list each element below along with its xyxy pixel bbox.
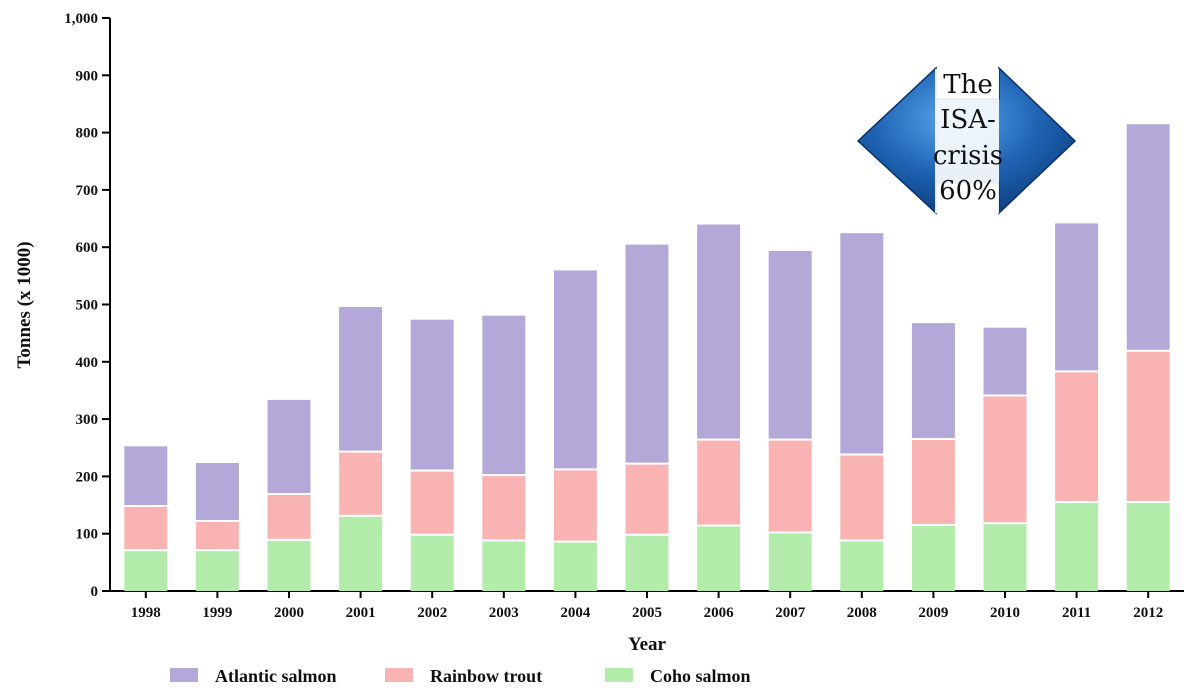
legend-label-atlantic-salmon: Atlantic salmon <box>215 666 337 686</box>
x-tick-label: 2006 <box>704 605 735 621</box>
bar-segment-atlantic-salmon <box>195 462 239 520</box>
y-tick-label: 0 <box>91 584 99 600</box>
x-tick-label: 1998 <box>131 605 161 621</box>
y-tick-label: 900 <box>76 68 99 84</box>
x-axis-title: Year <box>628 634 667 655</box>
y-tick-label: 300 <box>76 412 99 428</box>
bar-segment-rainbow-trout <box>983 396 1027 523</box>
y-axis-title: Tonnes (x 1000) <box>14 241 35 368</box>
x-tick-label: 1999 <box>202 605 232 621</box>
legend-swatch-rainbow-trout <box>385 668 413 682</box>
y-tick-label: 400 <box>76 355 99 371</box>
x-tick-label: 2007 <box>775 605 806 621</box>
bar-segment-rainbow-trout <box>1126 351 1170 502</box>
x-tick-label: 2004 <box>560 605 591 621</box>
x-tick-label: 2000 <box>274 605 304 621</box>
legend-swatch-atlantic-salmon <box>170 668 198 682</box>
bar-segment-atlantic-salmon <box>124 446 168 506</box>
x-tick-label: 2009 <box>918 605 948 621</box>
y-tick-label: 1,000 <box>64 11 98 27</box>
bar-segment-rainbow-trout <box>124 507 168 550</box>
bar-segment-rainbow-trout <box>410 471 454 534</box>
bar-segment-atlantic-salmon <box>911 323 955 439</box>
bar-segment-atlantic-salmon <box>267 399 311 494</box>
bar-segment-rainbow-trout <box>482 476 526 540</box>
x-tick-label: 2005 <box>632 605 662 621</box>
x-tick-label: 2003 <box>489 605 519 621</box>
bar-segment-coho-salmon <box>267 540 311 591</box>
x-tick-label: 2010 <box>990 605 1020 621</box>
bar-segment-atlantic-salmon <box>697 224 741 439</box>
y-tick-label: 800 <box>76 126 99 142</box>
legend-swatch-coho-salmon <box>605 668 633 682</box>
bar-segment-coho-salmon <box>1126 503 1170 591</box>
y-axis-ticks: 0 100 200 300 400 500 600 700 800 900 1,000 <box>64 11 110 600</box>
bar-segment-atlantic-salmon <box>983 327 1027 395</box>
bar-segment-coho-salmon <box>983 524 1027 591</box>
bar-segment-atlantic-salmon <box>840 233 884 454</box>
x-tick-label: 2011 <box>1062 605 1091 621</box>
bar-segment-coho-salmon <box>482 541 526 591</box>
x-axis-ticks: 1998 1999 2000 2001 2002 2003 2004 2005 2006 2007… <box>131 591 1163 621</box>
bar-segment-rainbow-trout <box>697 440 741 525</box>
bar-segment-rainbow-trout <box>1055 372 1099 502</box>
bar-series <box>124 124 1170 591</box>
legend-label-rainbow-trout: Rainbow trout <box>430 666 542 686</box>
y-tick-label: 100 <box>76 527 99 543</box>
bar-segment-rainbow-trout <box>625 464 669 534</box>
bar-segment-rainbow-trout <box>768 440 812 532</box>
bar-segment-rainbow-trout <box>195 521 239 550</box>
bar-segment-rainbow-trout <box>911 440 955 524</box>
isa-crisis-callout: The ISA- crisis 60% <box>856 66 1077 215</box>
bar-segment-rainbow-trout <box>840 455 884 540</box>
bar-segment-atlantic-salmon <box>1126 124 1170 350</box>
y-tick-label: 500 <box>76 298 99 314</box>
x-tick-label: 2008 <box>847 605 877 621</box>
bar-segment-coho-salmon <box>911 525 955 591</box>
bar-segment-coho-salmon <box>410 535 454 591</box>
bar-segment-atlantic-salmon <box>339 307 383 451</box>
x-tick-label: 2012 <box>1133 605 1163 621</box>
bar-segment-rainbow-trout <box>339 452 383 515</box>
bar-segment-atlantic-salmon <box>768 250 812 439</box>
bar-segment-coho-salmon <box>768 533 812 591</box>
x-tick-label: 2002 <box>417 605 447 621</box>
bar-segment-rainbow-trout <box>267 495 311 539</box>
bar-segment-atlantic-salmon <box>553 270 597 469</box>
bar-segment-coho-salmon <box>840 541 884 591</box>
bar-segment-coho-salmon <box>339 516 383 591</box>
bar-segment-coho-salmon <box>625 535 669 591</box>
callout-line-2: ISA- <box>940 105 996 135</box>
bar-segment-coho-salmon <box>1055 503 1099 591</box>
legend: Atlantic salmon Rainbow trout Coho salmon <box>170 666 751 686</box>
bar-segment-atlantic-salmon <box>1055 223 1099 371</box>
y-tick-label: 200 <box>76 469 99 485</box>
bar-segment-coho-salmon <box>195 551 239 591</box>
bar-segment-atlantic-salmon <box>482 315 526 475</box>
callout-line-3: crisis <box>933 141 1003 171</box>
bar-segment-atlantic-salmon <box>625 244 669 463</box>
bar-segment-coho-salmon <box>697 526 741 591</box>
bar-segment-rainbow-trout <box>553 470 597 541</box>
bar-segment-coho-salmon <box>553 542 597 591</box>
y-tick-label: 700 <box>76 183 99 199</box>
bar-segment-atlantic-salmon <box>410 319 454 470</box>
x-tick-label: 2001 <box>346 605 376 621</box>
bar-segment-coho-salmon <box>124 551 168 591</box>
legend-label-coho-salmon: Coho salmon <box>650 666 751 686</box>
callout-label-box <box>935 69 999 213</box>
y-tick-label: 600 <box>76 240 99 256</box>
callout-line-4: 60% <box>939 176 997 206</box>
callout-line-1: The <box>943 70 992 100</box>
